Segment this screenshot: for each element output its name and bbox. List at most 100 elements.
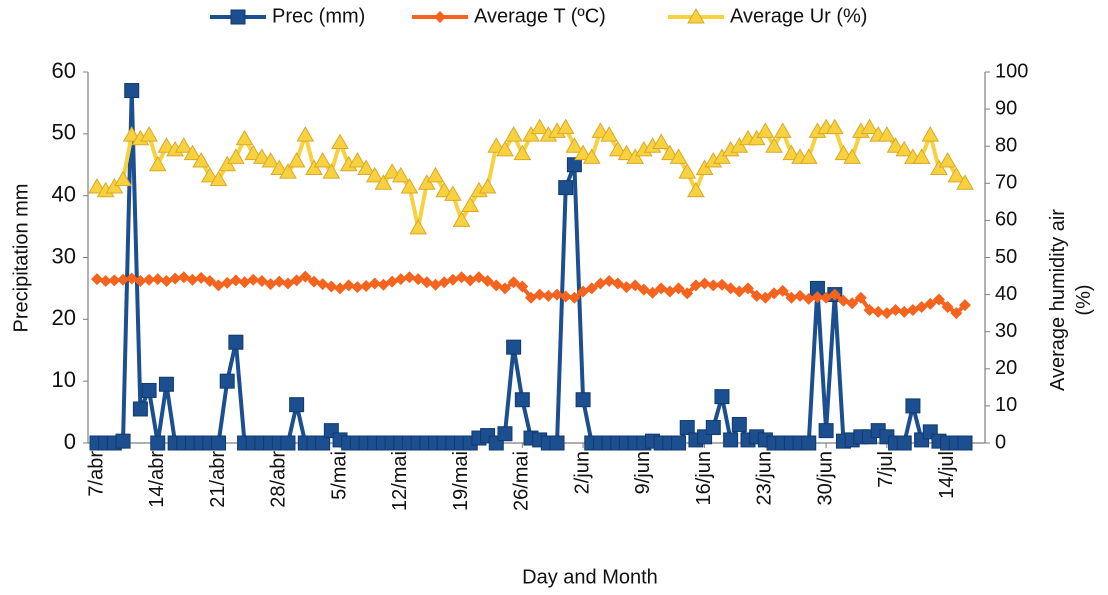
- data-point: [99, 274, 112, 287]
- data-point: [687, 181, 705, 198]
- data-point: [608, 140, 627, 157]
- data-point: [141, 382, 157, 398]
- data-point: [932, 293, 945, 306]
- data-point: [705, 420, 721, 436]
- y2-axis-title-box: Average humidity air (%): [1047, 209, 1095, 391]
- data-point: [391, 166, 410, 183]
- data-point: [140, 126, 158, 142]
- series-line: [96, 125, 967, 230]
- data-point: [516, 280, 529, 293]
- data-point: [565, 137, 584, 153]
- y-tick-label: 50: [52, 120, 76, 145]
- legend-label: Average Ur (%): [730, 5, 867, 27]
- data-point: [886, 137, 905, 153]
- data-point: [620, 281, 633, 294]
- data-point: [322, 163, 341, 179]
- data-point: [782, 144, 801, 161]
- data-point: [756, 122, 775, 138]
- data-point: [818, 423, 834, 439]
- data-point: [533, 288, 546, 301]
- data-point: [290, 274, 303, 287]
- data-point: [360, 279, 373, 292]
- data-point: [132, 401, 148, 417]
- data-point: [299, 270, 312, 283]
- data-point: [507, 276, 520, 289]
- data-point: [843, 148, 862, 164]
- data-point: [394, 273, 407, 286]
- data-point: [506, 339, 522, 355]
- y-axis-title: Precipitation mm: [10, 184, 32, 333]
- data-point: [117, 273, 130, 286]
- data-point: [785, 291, 798, 304]
- x-tick-label: 12/mai: [389, 451, 411, 511]
- data-point: [629, 279, 642, 292]
- data-point: [296, 126, 315, 142]
- data-point: [652, 133, 671, 149]
- data-point: [481, 274, 494, 287]
- data-point: [279, 163, 297, 179]
- data-point: [227, 148, 245, 164]
- data-point: [723, 432, 739, 448]
- y2-tick-label: 50: [995, 246, 1017, 268]
- data-point: [854, 291, 867, 304]
- x-tick-label: 7/jul: [875, 451, 897, 488]
- x-tick-label: 5/mai: [328, 451, 350, 500]
- data-point: [956, 174, 974, 190]
- data-point: [497, 426, 513, 442]
- y2-axis-title: Average humidity air (%): [1047, 209, 1095, 391]
- data-point: [938, 152, 957, 168]
- data-point: [617, 144, 636, 161]
- data-point: [513, 144, 532, 161]
- data-point: [122, 126, 141, 142]
- data-point: [289, 397, 305, 413]
- data-point: [947, 166, 966, 183]
- data-point: [498, 282, 511, 295]
- y-tick-label: 30: [52, 243, 76, 268]
- data-point: [342, 279, 355, 292]
- data-point: [368, 277, 381, 290]
- x-tick-label: 14/jul: [936, 451, 958, 499]
- data-point: [134, 274, 147, 287]
- x-tick-label: 16/jun: [693, 451, 715, 506]
- y-tick-label: 40: [52, 181, 76, 206]
- data-point: [558, 180, 574, 196]
- data-point: [715, 278, 728, 291]
- data-point: [124, 83, 140, 99]
- data-point: [325, 280, 338, 293]
- data-point: [585, 282, 598, 295]
- data-point: [895, 140, 914, 157]
- data-point: [177, 271, 190, 284]
- data-point: [714, 389, 730, 405]
- data-point: [860, 118, 879, 135]
- data-point: [878, 126, 896, 142]
- x-tick-label: 7/abr: [85, 451, 107, 497]
- data-point: [270, 159, 289, 175]
- data-point: [253, 148, 271, 164]
- data-point: [872, 305, 885, 318]
- data-point: [556, 118, 575, 135]
- legend-label: Prec (mm): [272, 5, 365, 27]
- data-point: [750, 289, 763, 302]
- data-point: [672, 282, 685, 295]
- data-point: [768, 287, 781, 300]
- data-point: [244, 144, 263, 161]
- data-point: [896, 435, 912, 451]
- data-point: [316, 278, 329, 291]
- data-point: [160, 274, 173, 287]
- data-point: [383, 163, 401, 179]
- data-point: [365, 166, 384, 183]
- data-point: [834, 144, 853, 161]
- data-point: [600, 126, 618, 142]
- series-group: [88, 118, 974, 235]
- data-point: [235, 129, 254, 146]
- data-point: [679, 420, 695, 436]
- data-point: [386, 275, 399, 288]
- data-point: [773, 122, 792, 138]
- data-point: [574, 144, 592, 161]
- data-point: [88, 178, 106, 194]
- x-tick-label: 23/jun: [754, 451, 776, 506]
- data-point: [898, 305, 911, 318]
- data-point: [435, 181, 454, 198]
- data-point: [150, 435, 166, 451]
